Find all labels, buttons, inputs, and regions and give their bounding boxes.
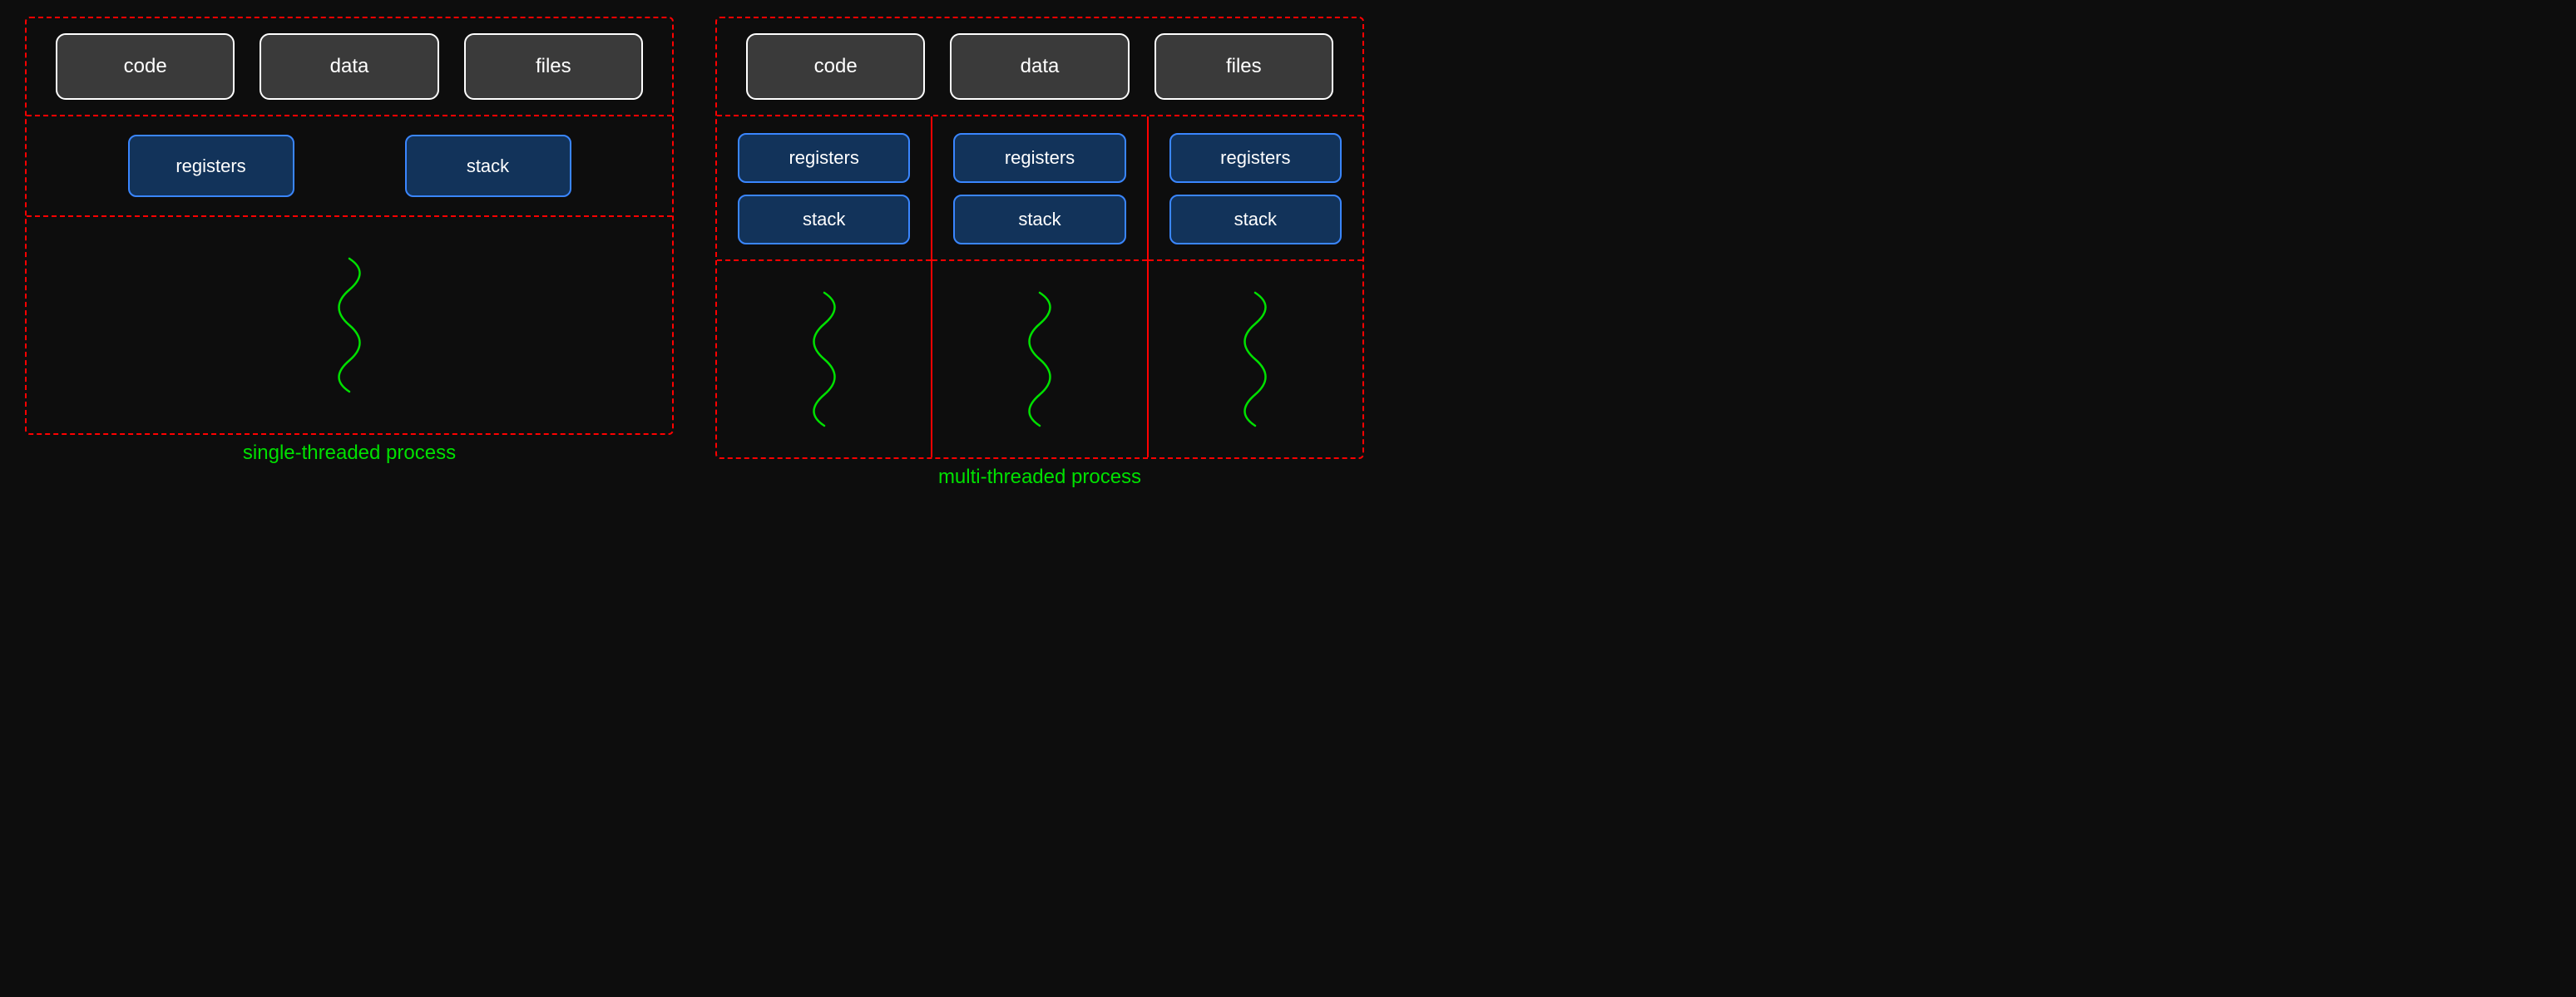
thread-state: registers stack [717,116,931,261]
single-threaded-column: code data files registers stack single-t… [25,17,674,465]
multi-shared-row: code data files [717,18,1362,115]
data-box: data [950,33,1129,100]
code-box: code [746,33,925,100]
stack-box: stack [1169,195,1342,244]
thread-col-2: registers stack [932,116,1148,457]
code-box: code [56,33,235,100]
thread-state: registers stack [932,116,1146,261]
multi-process-box: code data files registers stack register… [715,17,1364,459]
stack-box: stack [953,195,1125,244]
single-shared-row: code data files [27,18,672,115]
thread-col-3: registers stack [1149,116,1362,457]
registers-box: registers [738,133,910,183]
single-thread-state-row: registers stack [27,116,672,215]
single-caption: single-threaded process [25,442,674,465]
stack-box: stack [738,195,910,244]
data-box: data [260,33,438,100]
multi-threaded-column: code data files registers stack register… [715,17,1364,489]
single-thread-area [27,217,672,433]
files-box: files [464,33,643,100]
registers-box: registers [953,133,1125,183]
single-process-box: code data files registers stack [25,17,674,435]
thread-wave-icon [324,254,374,396]
thread-wave-icon [1015,289,1065,430]
thread-area [717,261,931,457]
stack-box: stack [405,135,571,197]
thread-state: registers stack [1149,116,1362,261]
thread-area [1149,261,1362,457]
thread-area [932,261,1146,457]
registers-box: registers [1169,133,1342,183]
files-box: files [1155,33,1333,100]
thread-col-1: registers stack [717,116,932,457]
thread-wave-icon [1230,289,1280,430]
thread-wave-icon [799,289,849,430]
registers-box: registers [128,135,294,197]
multi-thread-columns: registers stack registers stack regist [717,116,1362,457]
multi-caption: multi-threaded process [715,466,1364,489]
